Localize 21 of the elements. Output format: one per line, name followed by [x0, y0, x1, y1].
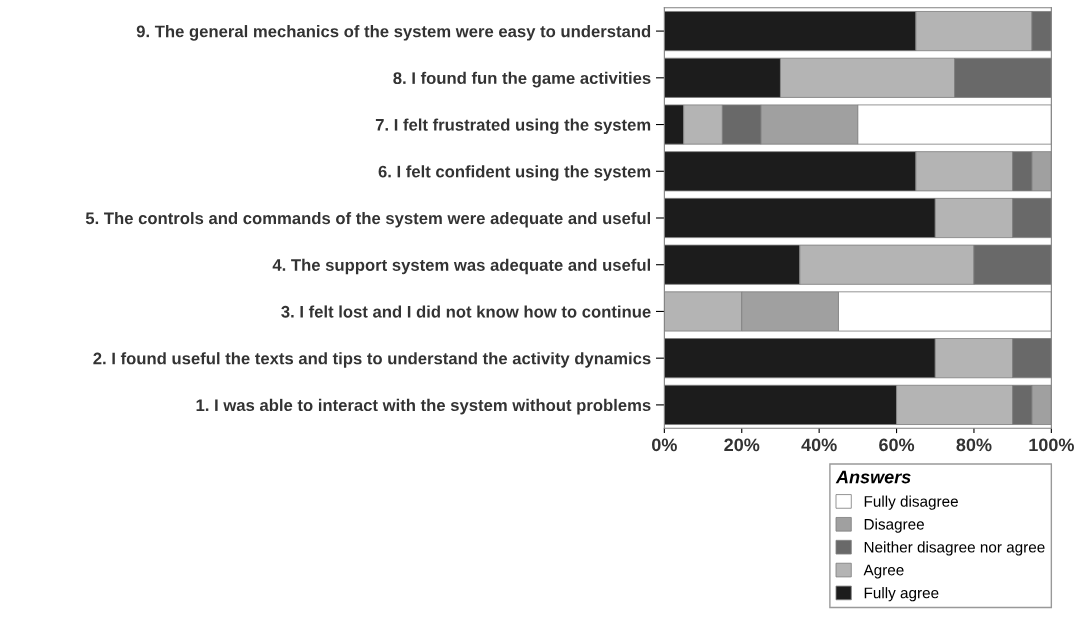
- x-tick-label: 0%: [652, 438, 677, 452]
- x-tick-label: 20%: [724, 438, 760, 452]
- legend-label: Fully agree: [864, 587, 939, 602]
- y-tick-label: 1. I was able to interact with the system without problems: [196, 398, 651, 415]
- legend-title: Answers: [835, 470, 911, 484]
- y-tick-label: 3. I felt lost and I did not know how to continue: [281, 305, 651, 318]
- x-tick-label: 100%: [1029, 438, 1074, 452]
- y-tick-label: 7. I felt frustrated using the system: [375, 118, 651, 135]
- x-tick-label: 40%: [801, 438, 837, 452]
- x-tick-label: 80%: [956, 438, 992, 452]
- y-tick-label: 8. I found fun the game activities: [393, 71, 651, 88]
- x-tick-label: 60%: [879, 438, 915, 452]
- legend-label: Neither disagree nor agree: [864, 541, 1045, 556]
- y-tick-label: 2. I found useful the texts and tips to understand the activity dynamics: [93, 352, 651, 368]
- legend-label: Fully disagree: [864, 495, 958, 510]
- y-tick-label: 4. The support system was adequate and useful: [272, 258, 651, 275]
- y-tick-label: 5. The controls and commands of the system were adequate and useful: [85, 211, 651, 228]
- y-tick-label: 9. The general mechanics of the system were easy to understand: [136, 25, 651, 41]
- legend-label: Agree: [863, 564, 904, 579]
- legend-label: Disagree: [864, 518, 924, 533]
- y-tick-label: 6. I felt confident using the system: [378, 165, 651, 181]
